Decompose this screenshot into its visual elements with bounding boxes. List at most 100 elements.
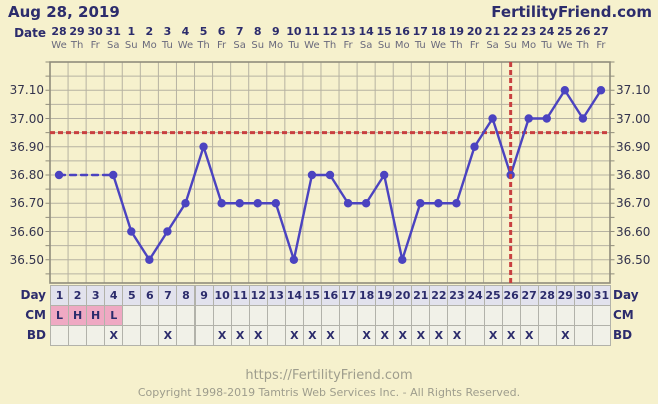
y-axis-tick-label: 36.80 [9,168,44,182]
day-cell-11[interactable]: 11 [230,285,250,306]
data-point-day-31[interactable] [596,86,606,95]
y-axis-tick-label: 36.60 [9,224,44,239]
data-point-day-29[interactable] [560,86,570,95]
bd-cell-18: X [357,325,377,346]
cm-cell-5 [122,305,142,326]
day-cell-27[interactable]: 27 [519,285,539,306]
day-cell-2[interactable]: 2 [68,285,88,306]
day-cell-14[interactable]: 14 [284,285,304,306]
day-cell-1[interactable]: 1 [50,285,70,306]
data-point-day-15[interactable] [307,170,317,180]
data-point-day-24[interactable] [470,142,479,151]
bd-cell-21: X [411,325,431,346]
y-axis-tick-label: 36.50 [9,252,44,267]
data-point-day-9[interactable] [199,142,208,151]
weekday-cell: Su [124,40,138,51]
cm-cell-14 [284,305,304,326]
day-cell-16[interactable]: 16 [320,285,341,306]
weekday-cell: Mo [521,40,537,51]
data-point-day-22[interactable] [434,199,443,208]
data-point-day-30[interactable] [578,114,588,123]
data-point-day-17[interactable] [343,199,353,208]
cm-cell-7 [158,305,178,326]
date-cell: 5 [199,25,208,38]
data-point-day-19[interactable] [379,170,389,180]
day-cell-19[interactable]: 19 [375,285,395,306]
day-cell-17[interactable]: 17 [339,285,359,306]
day-cell-9[interactable]: 9 [194,285,214,306]
cm-cell-3: H [86,305,106,326]
weekday-cell: Th [450,40,463,51]
bd-cell-10: X [212,325,232,346]
day-cell-18[interactable]: 18 [357,285,377,306]
day-cell-15[interactable]: 15 [302,285,322,306]
day-cell-31[interactable]: 31 [591,285,611,306]
bd-cell-27: X [519,325,539,346]
cm-cell-13 [266,305,286,326]
date-cell: 27 [593,25,609,38]
footer-url-link[interactable]: https://FertilityFriend.com [245,368,413,383]
day-cell-12[interactable]: 12 [248,285,268,306]
day-cell-13[interactable]: 13 [266,285,286,306]
data-point-day-12[interactable] [253,199,262,208]
bd-cell-19: X [375,325,395,346]
temperature-line [491,117,512,177]
day-cell-4[interactable]: 4 [104,285,124,306]
data-point-day-8[interactable] [181,199,190,208]
day-cell-8[interactable]: 8 [176,285,196,306]
cm-cell-8 [176,305,196,326]
day-cell-20[interactable]: 20 [393,285,413,306]
data-point-day-14[interactable] [289,255,299,264]
y-axis-tick-label: 37.00 [616,111,651,126]
plot-border [49,61,611,284]
data-point-day-5[interactable] [127,227,136,236]
day-cell-28[interactable]: 28 [537,285,557,306]
data-point-day-18[interactable] [361,199,371,208]
day-cell-26[interactable]: 26 [501,285,521,306]
cm-cell-16 [320,305,341,326]
y-axis-tick-label: 37.00 [9,111,44,126]
data-point-day-10[interactable] [217,199,226,208]
day-cell-29[interactable]: 29 [555,285,575,306]
data-point-day-7[interactable] [163,227,172,236]
data-point-day-1[interactable] [54,170,64,180]
weekday-cell: Fr [469,40,480,51]
day-cell-6[interactable]: 6 [140,285,160,306]
day-cell-25[interactable]: 25 [483,285,503,306]
temperature-line [455,145,476,205]
day-cell-21[interactable]: 21 [411,285,431,306]
data-point-day-16[interactable] [325,170,335,180]
temperature-line [401,202,422,261]
day-cell-22[interactable]: 22 [429,285,449,306]
data-point-day-6[interactable] [145,255,154,264]
date-cell: 4 [181,25,190,38]
weekday-cell: Mo [141,40,157,51]
data-point-day-11[interactable] [235,199,244,208]
day-cell-7[interactable]: 7 [158,285,178,306]
data-point-day-21[interactable] [416,199,425,208]
data-point-day-20[interactable] [398,255,407,264]
data-point-day-28[interactable] [542,114,551,123]
bd-row-label: BD [26,328,46,342]
bd-cell-16: X [320,325,341,346]
day-cell-24[interactable]: 24 [465,285,485,306]
date-cell: 2 [145,25,154,38]
day-cell-3[interactable]: 3 [86,285,106,306]
weekday-cell: Fr [343,40,353,51]
day-cell-30[interactable]: 30 [573,285,593,306]
day-cell-10[interactable]: 10 [212,285,232,306]
day-cell-23[interactable]: 23 [447,285,467,306]
day-cell-5[interactable]: 5 [122,285,142,306]
data-point-day-4[interactable] [109,170,118,180]
date-cell: 6 [217,25,226,38]
date-cell: 7 [235,25,244,38]
date-cell: 17 [412,25,428,38]
date-cell: 8 [253,25,262,38]
bd-cell-12: X [248,325,268,346]
data-point-day-25[interactable] [488,114,497,123]
brand-link[interactable]: FertilityFriend.com [491,3,652,21]
data-point-day-13[interactable] [271,199,281,208]
date-cell: 3 [163,25,172,38]
data-point-day-23[interactable] [452,199,461,208]
data-point-day-27[interactable] [524,114,533,123]
